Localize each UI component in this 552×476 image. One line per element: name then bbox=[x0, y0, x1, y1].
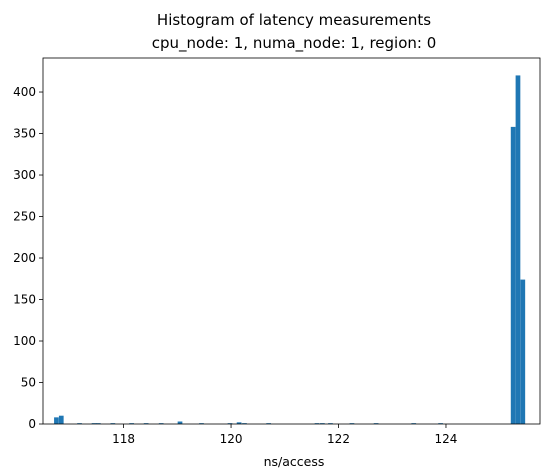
histogram-bar bbox=[349, 423, 355, 424]
histogram-bar bbox=[110, 423, 116, 424]
x-tick-label: 118 bbox=[112, 432, 135, 446]
histogram-bar bbox=[158, 423, 164, 424]
histogram-bar bbox=[199, 423, 204, 424]
y-tick-label: 400 bbox=[13, 85, 36, 99]
histogram-bar bbox=[515, 75, 521, 424]
y-axis: 0 50 100 150 200 250 300 350 400 bbox=[13, 85, 43, 431]
histogram-bar bbox=[411, 423, 417, 424]
histogram-bar bbox=[320, 423, 325, 424]
histogram-bar bbox=[58, 415, 64, 424]
histogram-bars bbox=[54, 75, 526, 425]
y-tick-label: 0 bbox=[28, 417, 36, 431]
plot-frame bbox=[42, 57, 541, 425]
y-tick-label: 200 bbox=[13, 251, 36, 265]
x-tick-label: 122 bbox=[327, 432, 350, 446]
x-axis-label: ns/access bbox=[264, 454, 325, 469]
x-tick-label: 120 bbox=[220, 432, 243, 446]
x-tick-label: 124 bbox=[435, 432, 458, 446]
histogram-bar bbox=[77, 423, 82, 424]
y-tick-label: 250 bbox=[13, 210, 36, 224]
histogram-bar bbox=[91, 423, 97, 424]
x-axis: 118 120 122 124 bbox=[112, 424, 457, 446]
histogram-bar bbox=[54, 417, 59, 424]
y-tick-label: 50 bbox=[21, 376, 36, 390]
histogram-bar bbox=[95, 423, 101, 424]
histogram-bar bbox=[236, 422, 242, 424]
histogram-bar bbox=[328, 423, 333, 424]
histogram-bar bbox=[510, 126, 516, 425]
y-tick-label: 150 bbox=[13, 293, 36, 307]
histogram-bar bbox=[242, 423, 247, 424]
y-tick-label: 300 bbox=[13, 168, 36, 182]
histogram-bar bbox=[227, 423, 233, 424]
histogram-bar bbox=[438, 423, 443, 424]
y-tick-label: 350 bbox=[13, 127, 36, 141]
chart-title: Histogram of latency measurements bbox=[157, 11, 431, 29]
histogram-bar bbox=[177, 421, 183, 424]
chart-subtitle: cpu_node: 1, numa_node: 1, region: 0 bbox=[152, 34, 437, 53]
histogram-bar bbox=[520, 279, 526, 424]
histogram-bar bbox=[266, 423, 272, 424]
histogram-bar bbox=[373, 423, 379, 424]
y-tick-label: 100 bbox=[13, 334, 36, 348]
histogram-bar bbox=[314, 423, 320, 424]
histogram-bar bbox=[143, 423, 149, 424]
histogram-bar bbox=[129, 423, 135, 424]
